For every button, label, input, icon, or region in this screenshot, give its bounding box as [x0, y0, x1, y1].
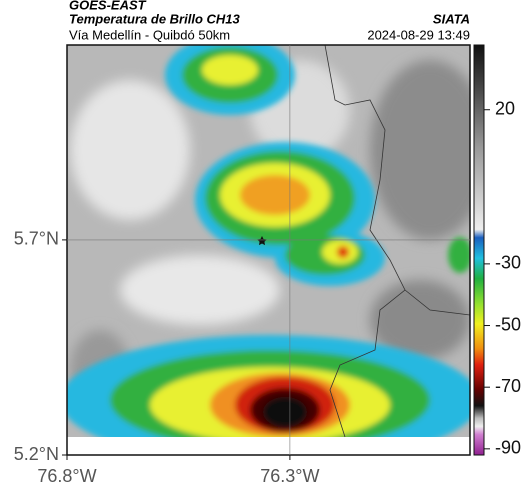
- y-tick-label: 5.2°N: [14, 444, 59, 464]
- colorbar-tick-label: -30: [495, 253, 521, 273]
- x-tick-label: 76.8°W: [37, 466, 96, 486]
- timestamp: 2024-08-29 13:49: [367, 27, 470, 42]
- map-frame: [66, 44, 471, 456]
- x-tick-label: 76.3°W: [260, 466, 319, 486]
- y-tick-label: 5.7°N: [14, 229, 59, 249]
- colorbar-tick-label: -50: [495, 314, 521, 334]
- subtitle: Temperatura de Brillo CH13: [69, 11, 241, 26]
- satellite-image: [67, 45, 470, 437]
- route: Vía Medellín - Quibdó 50km: [69, 27, 230, 42]
- colorbar: [473, 44, 485, 456]
- location-marker: [257, 236, 267, 246]
- colorbar-tick-label: -90: [495, 438, 521, 458]
- colorbar-tick-label: -70: [495, 376, 521, 396]
- colorbar-tick-label: 20: [495, 98, 515, 118]
- title: GOES-EAST: [69, 0, 147, 12]
- source: SIATA: [433, 11, 470, 26]
